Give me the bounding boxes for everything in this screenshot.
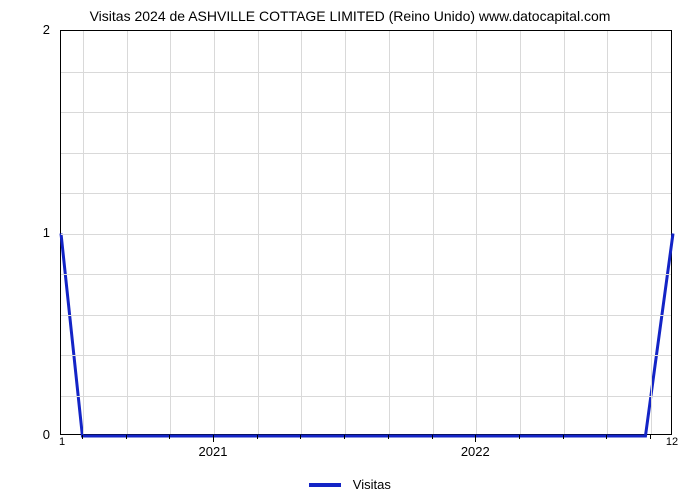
legend: Visitas (0, 476, 700, 492)
h-gridline-minor (61, 112, 671, 113)
v-gridline (520, 31, 521, 434)
h-gridline-minor (61, 355, 671, 356)
v-gridline (301, 31, 302, 434)
h-gridline-minor (61, 396, 671, 397)
x-secondary-right: 12 (662, 436, 682, 448)
x-minor-tick (344, 435, 345, 439)
x-tick-label: 2021 (183, 444, 243, 459)
x-minor-tick (563, 435, 564, 439)
v-gridline (170, 31, 171, 434)
h-gridline-minor (61, 315, 671, 316)
x-minor-tick (388, 435, 389, 439)
x-major-tick (213, 435, 214, 442)
x-minor-tick (606, 435, 607, 439)
x-minor-tick (126, 435, 127, 439)
v-gridline (476, 31, 477, 434)
x-minor-tick (82, 435, 83, 439)
x-minor-tick (650, 435, 651, 439)
h-gridline-minor (61, 274, 671, 275)
x-minor-tick (519, 435, 520, 439)
x-minor-tick (432, 435, 433, 439)
v-gridline (345, 31, 346, 434)
h-gridline-minor (61, 153, 671, 154)
h-gridline (61, 234, 671, 235)
x-minor-tick (169, 435, 170, 439)
v-gridline (564, 31, 565, 434)
h-gridline-minor (61, 193, 671, 194)
y-tick-label: 1 (0, 225, 50, 240)
legend-swatch (309, 483, 341, 487)
v-gridline (214, 31, 215, 434)
v-gridline (83, 31, 84, 434)
y-tick-label: 0 (0, 427, 50, 442)
x-tick-label: 2022 (445, 444, 505, 459)
v-gridline (258, 31, 259, 434)
x-minor-tick (257, 435, 258, 439)
chart-title: Visitas 2024 de ASHVILLE COTTAGE LIMITED… (0, 8, 700, 24)
x-major-tick (475, 435, 476, 442)
v-gridline (433, 31, 434, 434)
plot-area (60, 30, 672, 435)
v-gridline (389, 31, 390, 434)
chart-container: { "chart": { "type": "line", "title": "V… (0, 0, 700, 500)
v-gridline (127, 31, 128, 434)
legend-label: Visitas (353, 477, 391, 492)
x-minor-tick (300, 435, 301, 439)
x-secondary-left: 1 (56, 436, 68, 448)
v-gridline (651, 31, 652, 434)
h-gridline-minor (61, 72, 671, 73)
y-tick-label: 2 (0, 22, 50, 37)
v-gridline (607, 31, 608, 434)
series-polyline (61, 234, 673, 437)
